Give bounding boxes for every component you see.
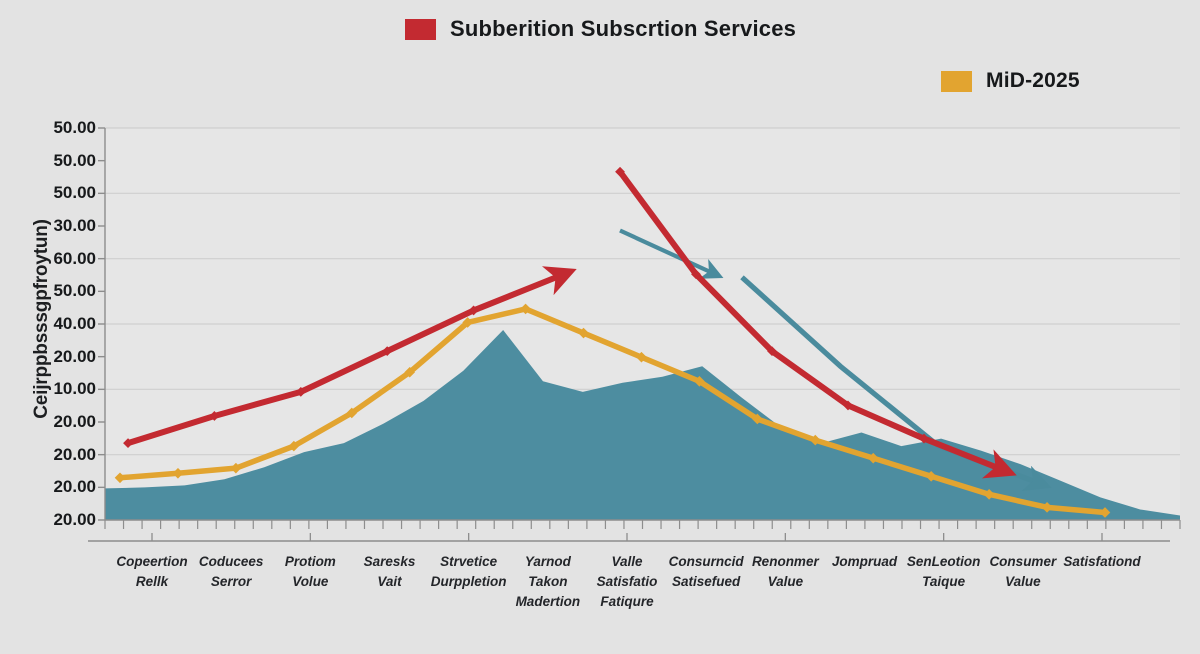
data-point-marker <box>925 470 937 482</box>
x-tick-label: Yarnod Takon Madertion <box>515 554 581 609</box>
y-axis-tick-labels: 50.00 50.00 50.00 30.00 60.00 50.00 40.00 20.00… <box>0 0 96 654</box>
data-point-marker <box>615 166 625 177</box>
data-point-marker <box>809 434 821 446</box>
y-tick-label: 30.00 <box>53 216 96 235</box>
x-tick-label: SenLeotion Taique <box>906 554 981 589</box>
y-axis-ticks <box>98 127 105 521</box>
orange-square-swatch <box>941 70 972 92</box>
x-tick-label: Satisfationd <box>1063 554 1141 569</box>
data-point-marker <box>578 327 589 339</box>
legend-label-primary: Subberition Subscrtion Services <box>450 16 797 41</box>
red-rising-arrow <box>127 266 577 446</box>
data-point-marker <box>843 400 853 411</box>
red-falling-arrow <box>617 169 1017 479</box>
x-tick-label: Coducees Serror <box>198 554 264 589</box>
data-point-marker <box>636 351 647 363</box>
data-point-marker <box>230 462 242 474</box>
x-tick-label: Jompruad <box>831 554 898 569</box>
data-point-marker <box>468 305 479 316</box>
data-point-marker <box>123 438 133 449</box>
red-square-swatch <box>405 18 436 40</box>
x-axis-tick-labels: Copeertion Rellk Coducees Serror Protiom V… <box>0 543 1200 633</box>
y-tick-label: 20.00 <box>53 412 96 431</box>
data-point-marker <box>919 433 929 444</box>
y-tick-label: 20.00 <box>53 444 96 464</box>
data-point-marker <box>346 407 358 419</box>
y-tick-label: 50.00 <box>53 281 96 301</box>
x-axis-minor-ticks <box>104 520 1181 529</box>
x-tick-label: Valle Satisfatio Fatiqure <box>596 554 658 609</box>
y-tick-label: 40.00 <box>53 314 96 333</box>
x-tick-label: Copeertion Rellk <box>116 554 188 589</box>
data-point-marker <box>867 452 879 464</box>
legend-entry-secondary[interactable]: MiD-2025 <box>941 69 1080 93</box>
x-tick-label: Consumer Value <box>989 554 1057 589</box>
data-point-marker <box>691 269 701 280</box>
data-point-marker <box>288 440 300 452</box>
x-tick-label: Renonmer Value <box>751 554 819 589</box>
data-point-marker <box>382 346 393 357</box>
data-point-marker <box>462 317 473 328</box>
data-point-marker <box>694 375 705 387</box>
x-tick-label: Consurncid Satisefued <box>668 554 744 589</box>
y-tick-label: 10.00 <box>53 379 96 399</box>
data-point-marker <box>404 366 416 378</box>
x-tick-label: Saresks Vait <box>363 554 416 589</box>
data-point-marker <box>1099 507 1111 518</box>
data-point-marker <box>172 467 184 479</box>
y-tick-label: 50.00 <box>53 150 96 170</box>
data-point-marker <box>752 413 763 425</box>
data-point-marker <box>983 489 995 500</box>
y-tick-label: 60.00 <box>53 248 96 268</box>
data-point-marker <box>114 472 126 484</box>
x-tick-label: Strvetice Durppletion <box>430 554 507 589</box>
red-falling-arrow-markers <box>615 166 929 444</box>
data-point-marker <box>295 386 306 397</box>
data-point-marker <box>209 411 220 421</box>
x-axis-major-ticks <box>151 533 1103 541</box>
teal-trend-arrow-a <box>619 228 724 279</box>
data-point-marker <box>767 346 777 357</box>
y-tick-label: 50.00 <box>53 118 96 137</box>
series-mid-2025-markers <box>114 303 1111 518</box>
legend-entry-primary[interactable]: Subberition Subscrtion Services <box>405 16 796 42</box>
y-tick-label: 20.00 <box>53 510 96 529</box>
data-point-marker <box>520 303 531 315</box>
y-tick-label: 50.00 <box>53 183 96 203</box>
x-tick-label: Protiom Volue <box>284 554 336 589</box>
y-tick-label: 20.00 <box>53 346 96 366</box>
y-tick-label: 20.00 <box>53 477 96 497</box>
legend-label-secondary: MiD-2025 <box>986 69 1080 92</box>
red-rising-arrow-markers <box>123 305 479 449</box>
data-point-marker <box>1041 502 1053 513</box>
series-mid-2025-line <box>117 306 1108 516</box>
